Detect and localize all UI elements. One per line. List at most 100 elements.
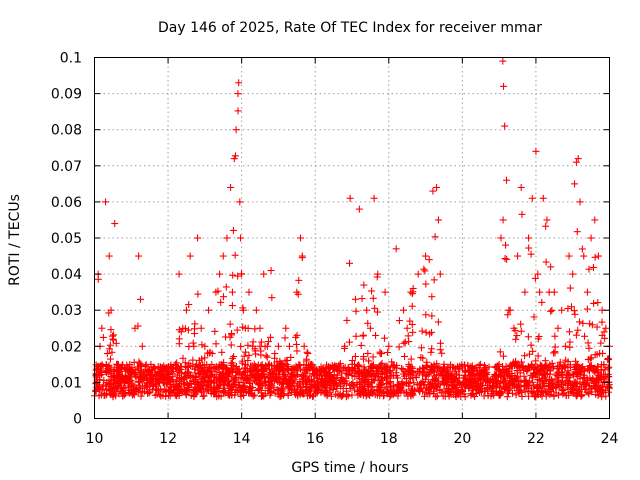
data-point bbox=[184, 326, 192, 334]
data-point bbox=[502, 380, 510, 388]
data-point bbox=[117, 387, 125, 395]
data-point bbox=[105, 309, 113, 317]
data-point bbox=[424, 386, 432, 394]
data-point bbox=[220, 388, 228, 396]
data-point bbox=[335, 367, 343, 375]
data-point bbox=[409, 328, 417, 336]
data-point bbox=[237, 342, 245, 350]
data-point bbox=[294, 371, 302, 379]
data-point bbox=[131, 372, 139, 380]
data-point bbox=[135, 365, 143, 373]
data-point bbox=[469, 390, 477, 398]
data-point bbox=[380, 334, 388, 342]
data-point bbox=[580, 252, 588, 260]
data-point bbox=[163, 369, 171, 377]
data-point bbox=[301, 366, 309, 374]
data-point bbox=[327, 392, 335, 400]
data-point bbox=[483, 377, 491, 385]
data-point bbox=[173, 359, 181, 367]
data-point bbox=[583, 374, 591, 382]
data-point bbox=[401, 352, 409, 360]
data-point bbox=[366, 324, 374, 332]
data-point bbox=[492, 363, 500, 371]
data-point bbox=[317, 381, 325, 389]
data-point bbox=[487, 387, 495, 395]
data-point bbox=[321, 387, 329, 395]
data-point bbox=[521, 388, 529, 396]
data-point bbox=[577, 364, 585, 372]
data-point bbox=[205, 349, 213, 357]
data-point bbox=[226, 333, 234, 341]
data-point bbox=[114, 372, 122, 380]
data-point bbox=[514, 252, 522, 260]
data-point bbox=[363, 306, 371, 314]
data-point bbox=[581, 385, 589, 393]
data-point bbox=[125, 388, 133, 396]
data-point bbox=[262, 378, 270, 386]
data-point bbox=[297, 383, 305, 391]
data-point bbox=[190, 325, 198, 333]
data-point bbox=[236, 198, 244, 206]
data-point bbox=[553, 365, 561, 373]
data-point bbox=[326, 363, 334, 371]
data-point bbox=[144, 389, 152, 397]
data-point bbox=[569, 384, 577, 392]
data-point bbox=[106, 355, 114, 363]
data-point bbox=[602, 392, 610, 400]
data-point bbox=[422, 280, 430, 288]
data-point bbox=[378, 377, 386, 385]
data-point bbox=[287, 388, 295, 396]
data-point bbox=[551, 343, 559, 351]
data-point bbox=[182, 306, 190, 314]
data-point bbox=[256, 324, 264, 332]
x-tick-labels: 10 12 14 16 18 20 22 24 bbox=[86, 431, 619, 447]
data-point bbox=[574, 155, 582, 163]
data-point bbox=[285, 376, 293, 384]
data-point bbox=[351, 352, 359, 360]
data-point bbox=[490, 382, 498, 390]
data-point bbox=[512, 357, 520, 365]
data-point bbox=[517, 327, 525, 335]
data-point bbox=[569, 270, 577, 278]
data-point bbox=[469, 367, 477, 375]
data-point bbox=[527, 384, 535, 392]
data-point bbox=[441, 376, 449, 384]
data-point bbox=[595, 371, 603, 379]
data-point bbox=[434, 318, 442, 326]
data-point bbox=[400, 339, 408, 347]
data-point bbox=[443, 368, 451, 376]
data-point bbox=[584, 376, 592, 384]
data-point bbox=[373, 367, 381, 375]
data-point bbox=[490, 372, 498, 380]
data-point bbox=[505, 306, 513, 314]
data-point bbox=[404, 332, 412, 340]
data-point bbox=[605, 373, 613, 381]
data-point bbox=[274, 391, 282, 399]
data-point bbox=[492, 371, 500, 379]
data-point bbox=[428, 379, 436, 387]
data-point bbox=[386, 393, 394, 401]
data-point bbox=[568, 303, 576, 311]
data-point bbox=[557, 378, 565, 386]
data-point bbox=[414, 367, 422, 375]
data-point bbox=[110, 388, 118, 396]
data-point bbox=[108, 348, 116, 356]
data-point bbox=[355, 361, 363, 369]
data-point bbox=[372, 331, 380, 339]
data-point bbox=[138, 342, 146, 350]
data-point bbox=[581, 332, 589, 340]
data-point bbox=[525, 377, 533, 385]
data-point bbox=[501, 122, 509, 130]
data-point bbox=[395, 317, 403, 325]
data-point bbox=[556, 358, 564, 366]
data-point bbox=[107, 326, 115, 334]
data-point bbox=[244, 324, 252, 332]
data-point bbox=[464, 362, 472, 370]
data-point bbox=[344, 370, 352, 378]
data-point bbox=[194, 234, 201, 242]
data-point bbox=[364, 378, 372, 386]
data-point bbox=[570, 363, 578, 371]
data-point bbox=[577, 392, 585, 400]
data-point bbox=[385, 342, 393, 350]
